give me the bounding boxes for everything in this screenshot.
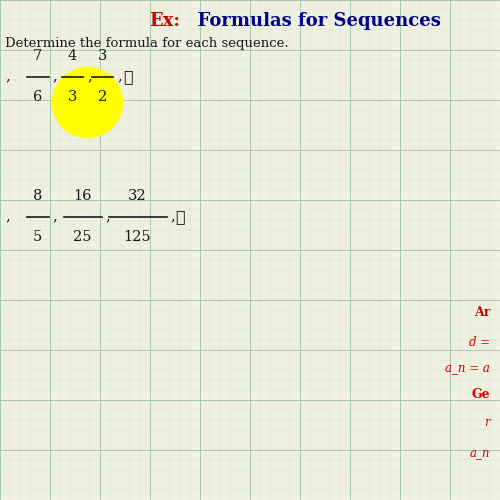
Text: Ar: Ar <box>474 306 490 319</box>
Text: 25: 25 <box>73 230 92 244</box>
Text: ,: , <box>5 70 10 84</box>
Text: 7: 7 <box>33 48 42 62</box>
Text: ,: , <box>118 70 122 84</box>
Text: Ge: Ge <box>472 388 490 402</box>
Text: 5: 5 <box>33 230 42 244</box>
Text: ⋯: ⋯ <box>124 68 133 85</box>
Text: ,: , <box>106 210 110 224</box>
Text: 32: 32 <box>128 188 147 202</box>
Text: 3: 3 <box>68 90 77 104</box>
Text: r: r <box>484 416 490 429</box>
Text: 8: 8 <box>33 188 42 202</box>
Text: 6: 6 <box>33 90 42 104</box>
Circle shape <box>52 68 122 138</box>
Text: Formulas for Sequences: Formulas for Sequences <box>185 12 441 30</box>
Text: a_n: a_n <box>470 446 490 459</box>
Text: 2: 2 <box>98 90 107 104</box>
Text: 16: 16 <box>73 188 92 202</box>
Text: Determine the formula for each sequence.: Determine the formula for each sequence. <box>5 38 288 51</box>
Text: ,: , <box>88 70 92 84</box>
Text: 3: 3 <box>98 48 107 62</box>
Text: ,: , <box>52 70 58 84</box>
Text: ,: , <box>5 210 10 224</box>
Text: ,: , <box>170 210 175 224</box>
Text: a_n = a: a_n = a <box>445 361 490 374</box>
Text: ,: , <box>52 210 58 224</box>
Text: d =: d = <box>469 336 490 349</box>
Text: ⋯: ⋯ <box>176 208 185 225</box>
Text: 125: 125 <box>124 230 152 244</box>
Text: Ex:: Ex: <box>149 12 180 30</box>
Text: 4: 4 <box>68 48 77 62</box>
